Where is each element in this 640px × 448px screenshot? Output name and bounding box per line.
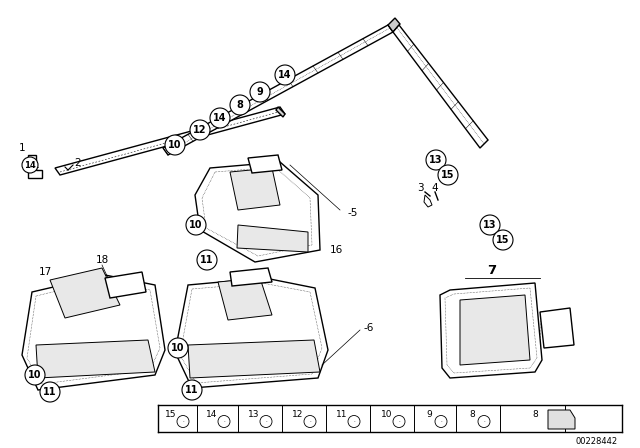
- Text: 14: 14: [206, 410, 218, 419]
- Text: 8: 8: [237, 100, 243, 110]
- Text: 14: 14: [24, 160, 36, 169]
- Polygon shape: [276, 107, 285, 117]
- Circle shape: [168, 338, 188, 358]
- Text: 15: 15: [496, 235, 509, 245]
- Circle shape: [275, 65, 295, 85]
- Text: 9: 9: [426, 410, 432, 419]
- Text: 15: 15: [165, 410, 177, 419]
- Polygon shape: [540, 308, 574, 348]
- Polygon shape: [50, 268, 120, 318]
- Text: 14: 14: [278, 70, 292, 80]
- Text: 8: 8: [532, 410, 538, 419]
- Circle shape: [182, 380, 202, 400]
- Polygon shape: [230, 268, 272, 286]
- Text: ·: ·: [483, 419, 485, 424]
- Text: 11: 11: [336, 410, 348, 419]
- Text: ·: ·: [182, 419, 184, 424]
- Text: ·: ·: [398, 419, 400, 424]
- Text: -5: -5: [348, 208, 358, 218]
- Polygon shape: [248, 155, 282, 173]
- Text: -6: -6: [363, 323, 373, 333]
- Polygon shape: [393, 25, 488, 148]
- Text: 15: 15: [441, 170, 455, 180]
- Text: 7: 7: [488, 263, 497, 276]
- Polygon shape: [460, 295, 530, 365]
- Text: ·: ·: [309, 419, 311, 424]
- Text: ·: ·: [440, 419, 442, 424]
- Text: ·: ·: [353, 419, 355, 424]
- Text: 9: 9: [257, 87, 264, 97]
- Text: 10: 10: [189, 220, 203, 230]
- Circle shape: [250, 82, 270, 102]
- Text: 18: 18: [95, 255, 109, 265]
- Text: 17: 17: [38, 267, 52, 277]
- Text: ·: ·: [223, 419, 225, 424]
- Polygon shape: [218, 278, 272, 320]
- Polygon shape: [388, 18, 400, 32]
- Text: 10: 10: [172, 343, 185, 353]
- Text: 11: 11: [200, 255, 214, 265]
- Circle shape: [40, 382, 60, 402]
- Polygon shape: [105, 272, 146, 298]
- Circle shape: [190, 120, 210, 140]
- Text: 14: 14: [213, 113, 227, 123]
- Text: 10: 10: [381, 410, 393, 419]
- Text: 8: 8: [469, 410, 475, 419]
- Text: 3: 3: [417, 183, 423, 193]
- Polygon shape: [188, 340, 320, 378]
- Polygon shape: [548, 410, 575, 429]
- Circle shape: [22, 157, 38, 173]
- Circle shape: [493, 230, 513, 250]
- Text: 11: 11: [185, 385, 199, 395]
- Text: 10: 10: [28, 370, 42, 380]
- Circle shape: [25, 365, 45, 385]
- Circle shape: [186, 215, 206, 235]
- Circle shape: [210, 108, 230, 128]
- Text: 11: 11: [44, 387, 57, 397]
- Circle shape: [165, 135, 185, 155]
- Text: 1: 1: [19, 143, 26, 153]
- Circle shape: [480, 215, 500, 235]
- Text: 13: 13: [248, 410, 260, 419]
- Text: 12: 12: [193, 125, 207, 135]
- Text: 16: 16: [330, 245, 343, 255]
- Text: 4: 4: [432, 183, 438, 193]
- Text: 13: 13: [429, 155, 443, 165]
- Text: 12: 12: [292, 410, 304, 419]
- Text: ·: ·: [265, 419, 267, 424]
- Text: 2: 2: [75, 158, 81, 168]
- Polygon shape: [230, 168, 280, 210]
- Circle shape: [426, 150, 446, 170]
- Circle shape: [197, 250, 217, 270]
- Circle shape: [438, 165, 458, 185]
- Polygon shape: [55, 107, 285, 175]
- Text: 13: 13: [483, 220, 497, 230]
- Text: 00228442: 00228442: [576, 438, 618, 447]
- Polygon shape: [237, 225, 308, 252]
- Polygon shape: [163, 25, 393, 155]
- Text: 10: 10: [168, 140, 182, 150]
- Polygon shape: [36, 340, 155, 378]
- Circle shape: [230, 95, 250, 115]
